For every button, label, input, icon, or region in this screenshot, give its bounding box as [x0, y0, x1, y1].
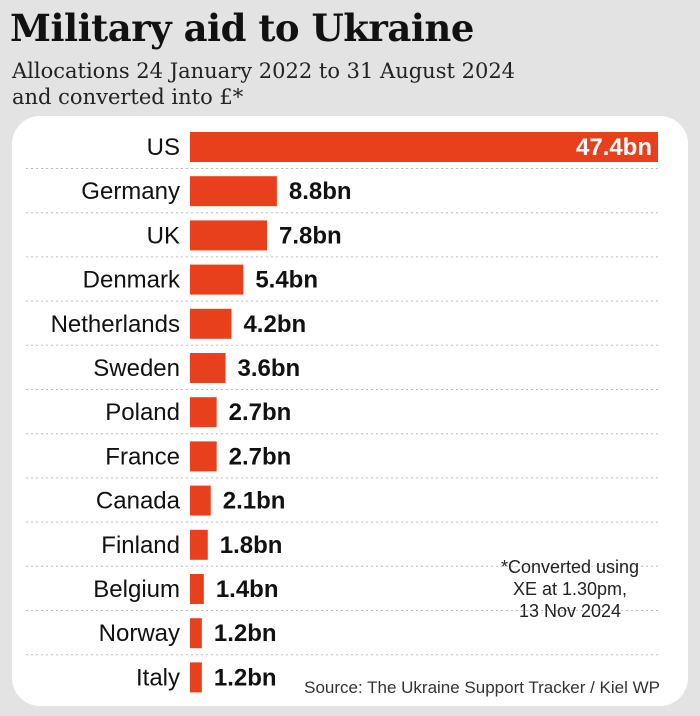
category-label-sweden: Sweden: [93, 355, 180, 382]
chart-subtitle: Allocations 24 January 2022 to 31 August…: [12, 58, 612, 110]
value-label-canada: 2.1bn: [223, 488, 286, 515]
bar-netherlands: [190, 308, 232, 339]
subtitle-line-1: Allocations 24 January 2022 to 31 August…: [12, 59, 516, 83]
category-label-germany: Germany: [81, 178, 180, 205]
bar-canada: [190, 485, 211, 516]
bar-belgium: [190, 574, 204, 604]
subtitle-line-2: and converted into £*: [12, 85, 244, 109]
category-label-france: France: [105, 443, 180, 470]
value-label-poland: 2.7bn: [229, 399, 292, 426]
bar-france: [190, 441, 217, 472]
category-label-netherlands: Netherlands: [51, 311, 180, 338]
chart-panel: US 47.4bn Germany 8.8bn UK 7.8bn Denmark 5.4bn N…: [12, 116, 688, 706]
bar-uk: [190, 220, 268, 251]
bar-poland: [190, 397, 217, 428]
conversion-footnote: *Converted using XE at 1.30pm, 13 Nov 20…: [482, 556, 658, 622]
category-label-norway: Norway: [99, 620, 180, 647]
category-label-italy: Italy: [136, 664, 180, 691]
category-label-belgium: Belgium: [93, 576, 180, 603]
bar-norway: [190, 618, 202, 649]
category-label-poland: Poland: [105, 399, 180, 426]
category-label-denmark: Denmark: [83, 267, 181, 294]
value-label-italy: 1.2bn: [214, 664, 277, 691]
bar-sweden: [190, 353, 226, 383]
footnote-line-1: *Converted using: [500, 557, 640, 577]
bar-italy: [190, 662, 202, 693]
value-label-belgium: 1.4bn: [216, 576, 279, 603]
value-label-norway: 1.2bn: [214, 620, 277, 647]
value-label-denmark: 5.4bn: [255, 267, 318, 294]
value-label-netherlands: 4.2bn: [243, 311, 306, 338]
category-label-finland: Finland: [101, 532, 180, 559]
footnote-line-2: XE at 1.30pm,: [512, 579, 628, 599]
footnote-line-3: 13 Nov 2024: [518, 601, 622, 621]
value-label-finland: 1.8bn: [220, 532, 283, 559]
value-label-germany: 8.8bn: [289, 178, 352, 205]
category-label-uk: UK: [147, 222, 180, 249]
bar-us: [190, 132, 658, 162]
value-label-uk: 7.8bn: [279, 222, 342, 249]
bar-denmark: [190, 264, 244, 295]
bar-chart: US 47.4bn Germany 8.8bn UK 7.8bn Denmark 5.4bn N…: [26, 132, 660, 693]
bar-finland: [190, 529, 208, 560]
value-label-sweden: 3.6bn: [238, 355, 301, 382]
chart-title: Military aid to Ukraine: [10, 6, 474, 50]
value-label-france: 2.7bn: [229, 443, 292, 470]
category-label-canada: Canada: [96, 488, 181, 515]
source-note: Source: The Ukraine Support Tracker / Ki…: [304, 678, 660, 697]
value-label-us: 47.4bn: [576, 134, 652, 161]
category-label-us: US: [147, 134, 180, 161]
bar-germany: [190, 176, 277, 207]
